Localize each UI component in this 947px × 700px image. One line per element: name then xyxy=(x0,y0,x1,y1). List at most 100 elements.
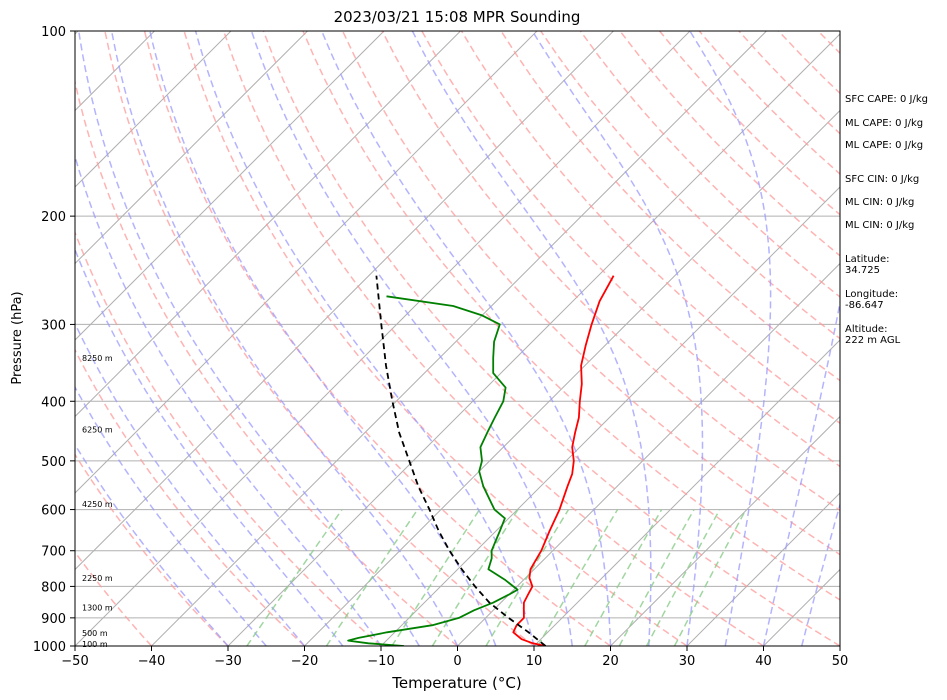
mixing-ratio-line xyxy=(537,509,619,646)
sfc-cin-text: SFC CIN: 0 J/kg xyxy=(845,174,919,185)
ml-cape-text: ML CAPE: 0 J/kg xyxy=(845,118,923,129)
dry-adiabat-line xyxy=(302,31,840,601)
dry-adiabat-line xyxy=(579,31,840,298)
height-label: 8250 m xyxy=(82,354,113,363)
height-label: 1300 m xyxy=(82,603,113,612)
moist-adiabat-line xyxy=(110,31,459,646)
isotherm-line xyxy=(75,31,232,188)
altitude-label: Altitude: xyxy=(845,324,887,335)
y-tick-label: 200 xyxy=(41,210,66,225)
moist-adiabat-line xyxy=(75,153,382,646)
dry-adiabat-line xyxy=(75,78,458,646)
latitude-value: 34.725 xyxy=(845,265,880,276)
isotherm-line xyxy=(75,31,308,265)
moist-adiabat-line xyxy=(75,443,229,646)
dry-adiabat-line xyxy=(75,453,229,646)
dry-adiabat-line xyxy=(460,31,840,425)
dry-adiabat-line xyxy=(381,31,840,512)
y-axis: 1000 900 800 700 600 500 400 300 200 100 xyxy=(33,25,75,655)
x-tick-label: 0 xyxy=(453,654,461,669)
x-tick-label: 50 xyxy=(832,654,849,669)
x-tick-label: 30 xyxy=(679,654,696,669)
stats-panel: SFC CAPE: 0 J/kg ML CAPE: 0 J/kg ML CAPE… xyxy=(845,94,928,346)
ml-cin-text-2: ML CIN: 0 J/kg xyxy=(845,220,914,231)
mixing-ratio-line xyxy=(431,509,519,646)
mixing-ratio-line xyxy=(325,509,419,646)
latitude-label: Latitude: xyxy=(845,254,890,265)
y-tick-label: 700 xyxy=(41,545,66,560)
height-label: 6250 m xyxy=(82,426,113,435)
dry-adiabat-line xyxy=(75,348,306,646)
mixing-ratio-line xyxy=(391,509,481,646)
longitude-value: -86.647 xyxy=(845,300,884,311)
ml-cin-text: ML CIN: 0 J/kg xyxy=(845,197,914,208)
isotherm-line xyxy=(304,109,840,646)
isotherm-line xyxy=(457,262,840,646)
x-tick-label: −40 xyxy=(138,654,165,669)
dry-adiabat-line xyxy=(75,230,382,646)
dry-adiabat-line xyxy=(143,31,611,646)
chart-title: 2023/03/21 15:08 MPR Sounding xyxy=(334,8,581,26)
mixing-ratio-line xyxy=(485,509,570,646)
y-tick-label: 300 xyxy=(41,318,66,333)
dry-adiabat-line xyxy=(222,31,764,646)
y-tick-label: 1000 xyxy=(33,640,66,655)
height-labels: 100 m 500 m 1300 m 2250 m 4250 m 6250 m 8250 m xyxy=(82,354,113,649)
temperature-profile-line xyxy=(512,275,615,646)
x-tick-label: −20 xyxy=(291,654,318,669)
moist-adiabat-line xyxy=(689,31,772,646)
y-tick-label: 400 xyxy=(41,395,66,410)
x-tick-label: 10 xyxy=(526,654,543,669)
isotherm-line xyxy=(75,31,538,494)
moist-adiabat-line xyxy=(75,385,267,646)
dry-adiabat-line xyxy=(500,31,840,382)
ml-cape-text-2: ML CAPE: 0 J/kg xyxy=(845,140,923,151)
moist-adiabat-line xyxy=(801,501,840,646)
isotherm-line xyxy=(380,186,840,646)
height-label: 4250 m xyxy=(82,500,113,509)
y-tick-label: 500 xyxy=(41,455,66,470)
dry-adiabat-line xyxy=(75,550,153,646)
height-label: 2250 m xyxy=(82,574,113,583)
dry-adiabat-line xyxy=(104,31,535,646)
longitude-label: Longitude: xyxy=(845,289,898,300)
y-tick-label: 600 xyxy=(41,504,66,519)
dry-adiabat-line xyxy=(540,31,840,340)
moist-adiabat-line xyxy=(75,321,306,646)
sfc-cape-text: SFC CAPE: 0 J/kg xyxy=(845,94,928,105)
moist-adiabat-line xyxy=(250,31,574,646)
dewpoint-profile-line xyxy=(347,295,519,646)
altitude-value: 222 m AGL xyxy=(845,335,901,346)
mixing-ratio-line xyxy=(645,509,721,646)
moist-adiabat-line xyxy=(75,247,344,646)
moist-adiabat-line xyxy=(411,31,652,646)
y-tick-label: 100 xyxy=(41,25,66,40)
x-tick-label: −10 xyxy=(367,654,394,669)
isotherm-line xyxy=(75,31,614,571)
x-tick-label: −30 xyxy=(214,654,241,669)
isotherm-line xyxy=(75,31,461,418)
moist-adiabat-line xyxy=(531,31,704,646)
x-tick-label: 40 xyxy=(755,654,772,669)
moist-adiabat-line xyxy=(77,31,420,646)
x-tick-label: 20 xyxy=(602,654,619,669)
mixing-ratio-line xyxy=(246,509,343,646)
isotherm-line xyxy=(686,492,840,646)
y-tick-label: 900 xyxy=(41,612,66,627)
mixing-ratio-line xyxy=(673,509,747,646)
x-axis: −50 −40 −30 −20 −10 0 10 20 30 40 50 xyxy=(61,646,848,669)
height-label: 500 m xyxy=(82,629,108,638)
x-tick-label: −50 xyxy=(61,654,88,669)
parcel-profile-line xyxy=(375,275,547,646)
mixing-ratio-line xyxy=(584,509,663,646)
moist-adiabat-line xyxy=(149,31,497,646)
data-series xyxy=(347,275,615,646)
isotherm-line xyxy=(533,339,840,646)
x-axis-label: Temperature (°C) xyxy=(391,674,521,692)
dry-adiabat-line xyxy=(262,31,840,646)
height-label: 100 m xyxy=(82,640,108,649)
moist-adiabat-line xyxy=(762,298,840,646)
isotherm-line xyxy=(610,415,840,646)
isotherm-line xyxy=(227,33,840,646)
